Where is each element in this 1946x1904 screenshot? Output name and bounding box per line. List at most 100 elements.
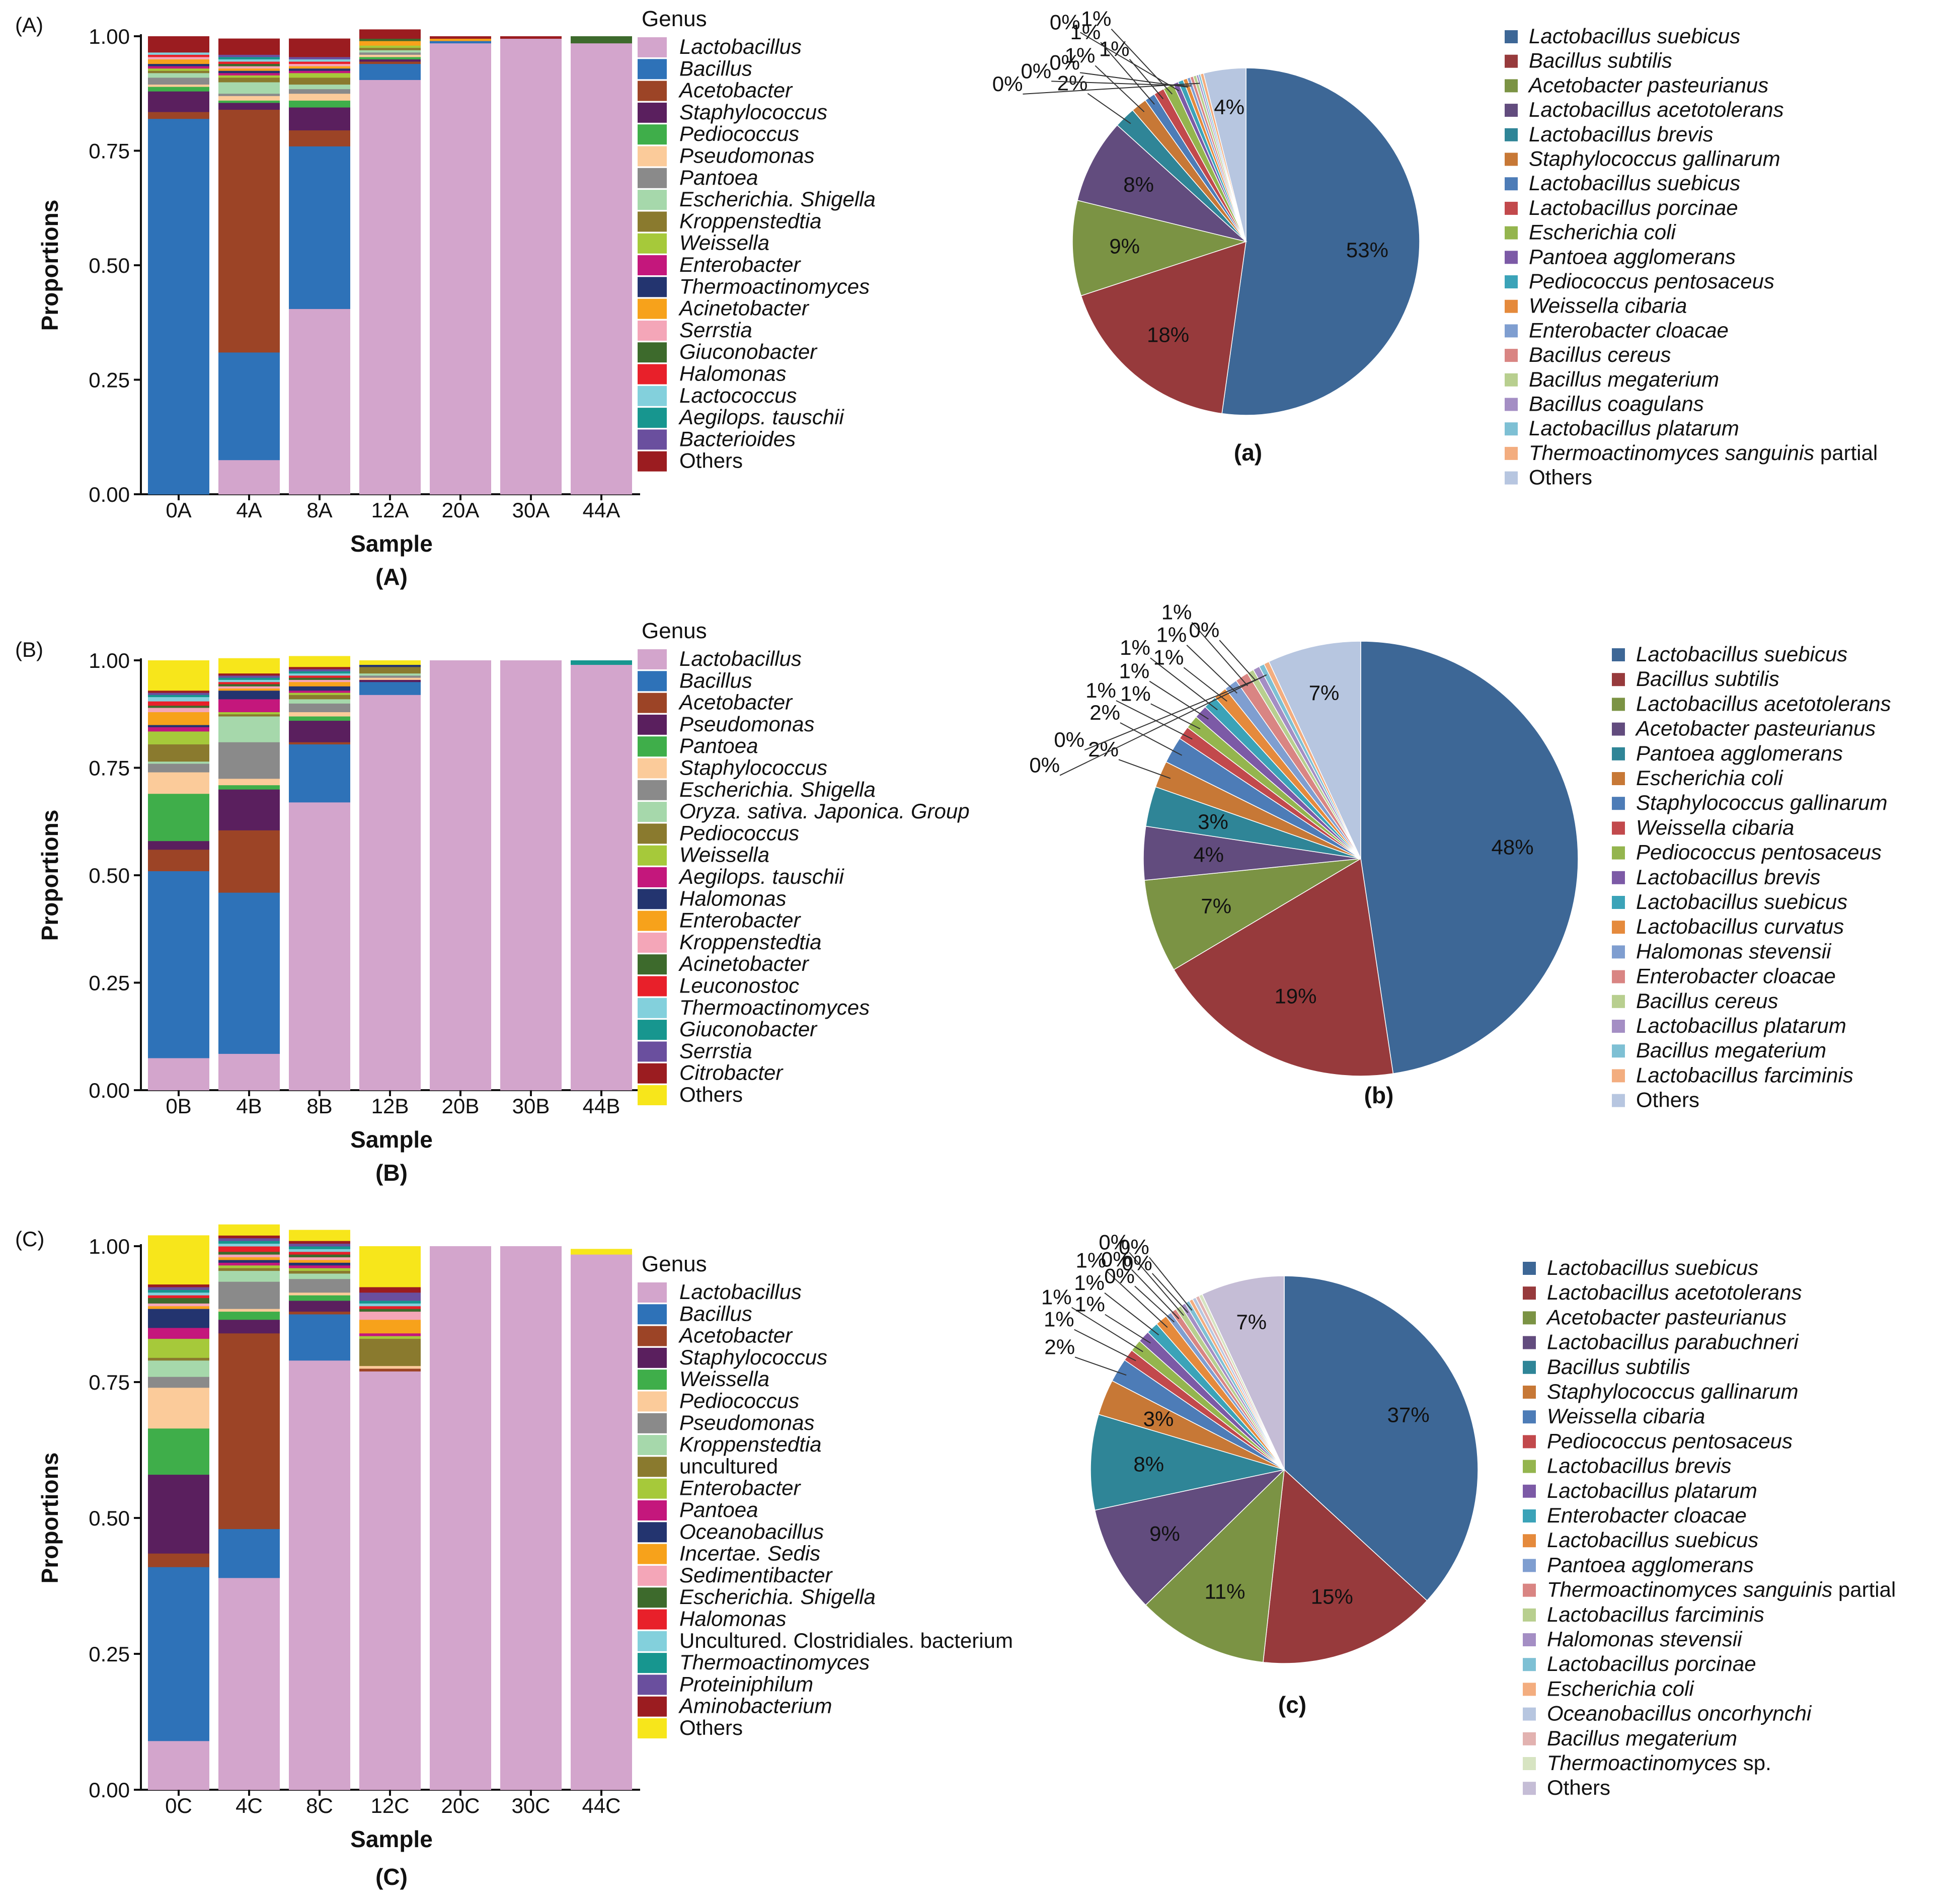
legend-label: Bacillus bbox=[679, 1302, 752, 1325]
pie-value-label: 0% bbox=[1099, 1230, 1129, 1254]
bar-segment-12B-oryza-sativa-japonica-group bbox=[359, 673, 421, 676]
bar-segment-0B-aegilops-tauschii bbox=[148, 727, 209, 732]
bar-segment-12C-lactobacillus bbox=[359, 1371, 421, 1790]
legend-swatch bbox=[1612, 821, 1625, 835]
bar-segment-8B-pediococcus bbox=[289, 695, 350, 700]
x-tick-label: 0A bbox=[166, 498, 191, 522]
pie-value-label: 0% bbox=[1119, 1235, 1149, 1259]
legend-swatch bbox=[638, 998, 667, 1018]
legend-label: Kroppenstedtia bbox=[679, 930, 822, 954]
legend-swatch bbox=[1612, 1094, 1625, 1107]
legend-label: Lactobacillus suebicus bbox=[1547, 1256, 1758, 1279]
bar-segment-0C-enterobacter bbox=[148, 1338, 209, 1358]
bar-segment-4B-thermoactinomyces bbox=[218, 679, 280, 682]
legend-swatch bbox=[638, 37, 667, 57]
legend-label: Thermoactinomyces bbox=[679, 274, 870, 298]
bar-segment-30B-lactobacillus bbox=[500, 660, 562, 1091]
legend-label: Pediococcus pentosaceus bbox=[1636, 841, 1882, 864]
bar-segment-0C-bacillus bbox=[148, 1567, 209, 1741]
bar-segment-8B-acinetobacter bbox=[289, 677, 350, 680]
legend-label: Leuconostoc bbox=[679, 974, 799, 998]
pie-value-label: 1% bbox=[1074, 1271, 1105, 1294]
bar-segment-12C-others bbox=[359, 1246, 421, 1287]
legend-label-italic: Acetobacter pasteurianus bbox=[1634, 717, 1876, 740]
legend-label-italic: Bacillus coagulans bbox=[1529, 392, 1704, 416]
bar-segment-8B-acetobacter bbox=[289, 742, 350, 745]
x-tick-label: 8A bbox=[306, 498, 332, 522]
pie-leader-line bbox=[1116, 700, 1193, 740]
pie-leader-line bbox=[1106, 1270, 1168, 1328]
y-tick-label: 1.00 bbox=[89, 25, 130, 48]
legend-label: Serrstia bbox=[679, 1039, 752, 1062]
legend-label: Kroppenstedtia bbox=[679, 209, 822, 233]
bar-segment-8A-bacillus bbox=[289, 146, 350, 309]
legend-label: Pediococcus bbox=[679, 821, 799, 845]
legend-label-italic: Thermoactinomyces sanguinis bbox=[1547, 1578, 1832, 1602]
bar-segment-0B-citrobacter bbox=[148, 690, 209, 693]
bar-segment-0B-weissella bbox=[148, 731, 209, 745]
legend-swatch bbox=[1505, 373, 1518, 387]
bar-segment-8A-enterobacter bbox=[289, 70, 350, 73]
pie-leader-line bbox=[1183, 667, 1227, 702]
panel-label: (a) bbox=[1234, 439, 1262, 466]
legend-swatch bbox=[1505, 251, 1518, 264]
legend-swatch bbox=[1612, 673, 1625, 687]
bar-segment-12A-lactobacillus bbox=[359, 80, 421, 495]
bar-segment-4B-lactobacillus bbox=[218, 1053, 280, 1091]
bar-segment-30A-lactobacillus bbox=[500, 38, 562, 495]
legend-label-italic: Thermoactinomyces bbox=[1547, 1751, 1737, 1775]
legend-swatch bbox=[1612, 772, 1625, 785]
bar-segment-0C-acetobacter bbox=[148, 1553, 209, 1567]
pie-value-label: 1% bbox=[1074, 1292, 1105, 1316]
legend-swatch bbox=[1523, 1559, 1536, 1572]
legend-label-italic: Lactobacillus farciminis bbox=[1636, 1063, 1853, 1087]
legend-label: Oryza. sativa. Japonica. Group bbox=[679, 799, 970, 823]
legend-label-italic: Lactobacillus suebicus bbox=[1529, 171, 1740, 195]
pie-value-label: 0% bbox=[1189, 618, 1220, 642]
bar-segment-44B-lactobacillus bbox=[571, 664, 632, 1091]
legend-label: Lactobacillus brevis bbox=[1547, 1454, 1732, 1478]
legend-swatch bbox=[638, 1500, 667, 1520]
pie-value-label: 7% bbox=[1309, 681, 1340, 705]
legend-label: Enterobacter cloacae bbox=[1529, 318, 1729, 342]
bar-segment-0A-staphylococcus bbox=[148, 91, 209, 112]
legend-label: Weissella cibaria bbox=[1547, 1404, 1705, 1428]
bar-segment-4A-acetobacter bbox=[218, 109, 280, 353]
legend-label-italic: Lactobacillus acetotolerans bbox=[1529, 98, 1784, 121]
legend-label: Enterobacter bbox=[679, 908, 801, 932]
legend-label-italic: Lactobacillus suebicus bbox=[1529, 24, 1740, 48]
bar-segment-8A-weissella bbox=[289, 72, 350, 78]
legend-swatch bbox=[1612, 698, 1625, 711]
bar-segment-4A-acinetobacter bbox=[218, 68, 280, 71]
y-tick-label: 0.00 bbox=[89, 1778, 130, 1802]
bar-segment-0C-weissella bbox=[148, 1428, 209, 1475]
bar-segment-8C-uncultured-clostridiales-bacterium bbox=[289, 1249, 350, 1252]
legend-label: Lactobacillus suebicus bbox=[1636, 642, 1847, 666]
bar-segment-4C-thermoactinomyces bbox=[218, 1241, 280, 1244]
legend-label: Pantoea agglomerans bbox=[1636, 741, 1843, 765]
legend-label: Pseudomonas bbox=[679, 1411, 815, 1434]
bar-segment-44B-giuconobacter bbox=[571, 660, 632, 665]
legend-swatch bbox=[1523, 1484, 1536, 1498]
bar-segment-4B-acetobacter bbox=[218, 830, 280, 893]
pie-slice-lactobacillus-suebicus bbox=[1284, 1275, 1478, 1602]
bar-segment-8A-acinetobacter bbox=[289, 66, 350, 69]
pie-slice-acetobacter-pasteurianus bbox=[1145, 1468, 1285, 1663]
legend-swatch bbox=[638, 1347, 667, 1368]
bar-segment-8B-staphylococcus bbox=[289, 712, 350, 717]
panel-label: (B) bbox=[375, 1160, 408, 1186]
panel-label: (A) bbox=[375, 564, 408, 590]
pie-value-label: 1% bbox=[1120, 636, 1150, 659]
bar-segment-8C-incertae-sedis bbox=[289, 1260, 350, 1263]
legend-label: Pantoea agglomerans bbox=[1529, 245, 1736, 268]
legend-swatch bbox=[638, 889, 667, 909]
legend-label: Bacillus cereus bbox=[1529, 343, 1671, 366]
bar-segment-0A-pediococcus bbox=[148, 87, 209, 92]
legend-swatch bbox=[638, 1369, 667, 1390]
bar-segment-8B-pantoea bbox=[289, 716, 350, 721]
bar-segment-0B-leuconostoc bbox=[148, 701, 209, 706]
bar-segment-0C-aminobacterium bbox=[148, 1284, 209, 1287]
legend-label: Bacillus subtilis bbox=[1529, 49, 1672, 72]
legend-swatch bbox=[638, 910, 667, 931]
legend-label: Others bbox=[1547, 1776, 1610, 1799]
